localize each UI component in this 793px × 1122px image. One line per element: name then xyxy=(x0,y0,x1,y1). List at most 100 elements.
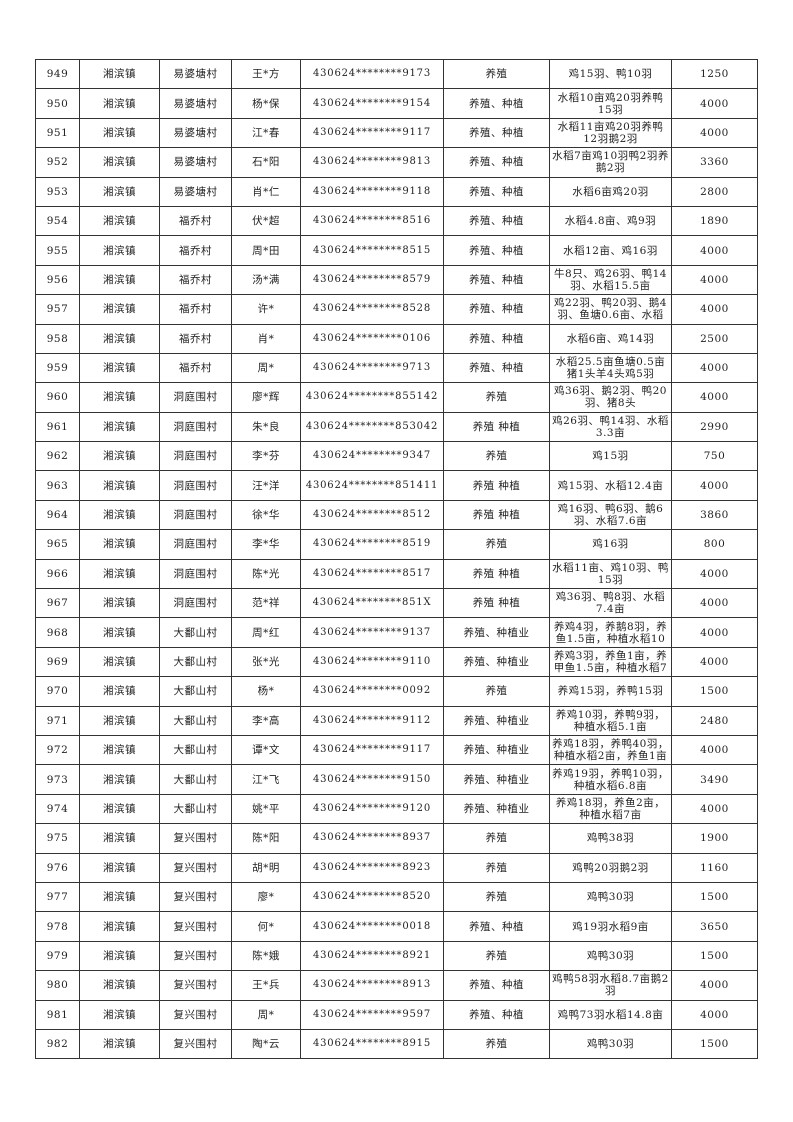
town-text: 湘滨镇 xyxy=(103,597,136,610)
cell-id-number: 430624********9154 xyxy=(300,88,444,119)
cell-row-number: 975 xyxy=(35,823,80,854)
row-number-text: 981 xyxy=(46,1008,69,1021)
cell-amount: 4000 xyxy=(671,117,758,149)
cell-amount: 4000 xyxy=(671,470,758,501)
town-text: 湘滨镇 xyxy=(103,450,136,463)
cell-id-number: 430624********8515 xyxy=(300,235,444,266)
id-number-text: 430624********0018 xyxy=(312,920,432,932)
table-row: 975 湘滨镇 复兴围村 陈*阳 430624********8937 养殖 鸡鸭38羽 19… xyxy=(35,823,758,854)
cell-row-number: 954 xyxy=(35,205,80,237)
town-text: 湘滨镇 xyxy=(103,215,136,228)
cell-type: 养殖 xyxy=(443,881,550,913)
description-text: 鸡鸭30羽 xyxy=(586,1038,635,1051)
row-number-text: 975 xyxy=(46,832,69,845)
cell-name: 周*红 xyxy=(231,617,301,648)
name-text: 江*飞 xyxy=(252,773,280,786)
cell-town: 湘滨镇 xyxy=(79,970,160,1001)
cell-town: 湘滨镇 xyxy=(79,911,160,942)
table-row: 969 湘滨镇 大鄱山村 张*光 430624********9110 养殖、种植业 养鸡3… xyxy=(35,646,758,678)
cell-type: 养殖 种植 xyxy=(443,588,550,619)
town-text: 湘滨镇 xyxy=(103,479,136,492)
cell-amount: 1900 xyxy=(671,823,758,854)
cell-description: 养鸡4羽，养鹅8羽，养鱼1.5亩，种植水稻10 xyxy=(549,617,672,648)
cell-amount: 1160 xyxy=(671,852,758,883)
cell-type: 养殖、种植业 xyxy=(443,617,550,648)
cell-description: 鸡鸭58羽水稻8.7亩鹅2羽 xyxy=(549,970,672,1001)
cell-amount: 1250 xyxy=(671,58,758,90)
cell-village: 易婆塘村 xyxy=(159,147,232,178)
description-text: 鸡19羽水稻9亩 xyxy=(572,920,649,933)
description-text: 鸡鸭58羽水稻8.7亩鹅2羽 xyxy=(552,973,669,998)
type-text: 养殖、种植 xyxy=(469,185,524,198)
description-text: 鸡鸭73羽水稻14.8亩 xyxy=(557,1008,664,1021)
cell-town: 湘滨镇 xyxy=(79,705,160,736)
town-text: 湘滨镇 xyxy=(103,538,136,551)
row-number-text: 977 xyxy=(46,891,69,904)
name-text: 汪*洋 xyxy=(252,479,280,492)
cell-description: 养鸡15羽，养鸭15羽 xyxy=(549,676,672,707)
cell-name: 许* xyxy=(231,294,301,325)
cell-description: 鸡15羽、水稻12.4亩 xyxy=(549,470,672,501)
cell-name: 李*高 xyxy=(231,705,301,736)
row-number-text: 978 xyxy=(46,920,69,933)
town-text: 湘滨镇 xyxy=(103,273,136,286)
id-number-text: 430624********8915 xyxy=(312,1038,432,1050)
table-row: 977 湘滨镇 复兴围村 廖* 430624********8520 养殖 鸡鸭30羽 150… xyxy=(35,881,758,913)
cell-name: 姚*平 xyxy=(231,793,301,825)
cell-village: 复兴围村 xyxy=(159,823,232,854)
description-text: 鸡15羽、水稻12.4亩 xyxy=(557,479,664,492)
row-number-text: 974 xyxy=(46,802,69,815)
description-text: 水稻11亩、鸡10羽、鸭15羽 xyxy=(552,561,669,586)
description-text: 养鸡4羽，养鹅8羽，养鱼1.5亩，种植水稻10 xyxy=(553,620,668,645)
type-text: 养殖、种植业 xyxy=(463,773,530,786)
row-number-text: 967 xyxy=(46,597,69,610)
table-row: 949 湘滨镇 易婆塘村 王*方 430624********9173 养殖 鸡15羽、鸭1… xyxy=(35,58,758,90)
village-text: 洞庭围村 xyxy=(173,509,218,522)
type-text: 养殖 xyxy=(485,685,508,698)
amount-text: 4000 xyxy=(700,391,729,404)
cell-village: 大鄱山村 xyxy=(159,705,232,736)
cell-name: 范*祥 xyxy=(231,588,301,619)
cell-type: 养殖 xyxy=(443,58,550,90)
name-text: 廖*辉 xyxy=(252,391,280,404)
cell-name: 陈*光 xyxy=(231,558,301,590)
description-text: 水稻25.5亩鱼塘0.5亩猪1头羊4头鸡5羽 xyxy=(555,356,666,381)
cell-description: 鸡19羽水稻9亩 xyxy=(549,911,672,942)
name-text: 李*华 xyxy=(252,538,280,551)
cell-description: 水稻4.8亩、鸡9羽 xyxy=(549,205,672,237)
cell-village: 复兴围村 xyxy=(159,881,232,913)
village-text: 大鄱山村 xyxy=(173,685,218,698)
cell-village: 福乔村 xyxy=(159,352,232,384)
type-text: 养殖 种植 xyxy=(472,509,521,522)
village-text: 复兴围村 xyxy=(173,979,218,992)
town-text: 湘滨镇 xyxy=(103,656,136,668)
id-number-text: 430624********9597 xyxy=(312,1008,432,1020)
cell-row-number: 971 xyxy=(35,705,80,736)
cell-name: 汪*洋 xyxy=(231,470,301,501)
description-text: 鸡26羽、鸭14羽、水稻3.3亩 xyxy=(552,414,669,439)
cell-name: 杨* xyxy=(231,676,301,707)
amount-text: 4000 xyxy=(700,303,729,316)
cell-row-number: 956 xyxy=(35,264,80,296)
amount-text: 4000 xyxy=(700,597,729,610)
type-text: 养殖 xyxy=(485,391,508,404)
cell-name: 徐*华 xyxy=(231,499,301,531)
cell-type: 养殖 xyxy=(443,529,550,560)
cell-name: 江*飞 xyxy=(231,764,301,795)
cell-id-number: 430624********855142 xyxy=(300,382,444,413)
cell-name: 张*光 xyxy=(231,646,301,678)
cell-village: 复兴围村 xyxy=(159,1028,232,1060)
description-text: 水稻6亩、鸡14羽 xyxy=(566,332,655,345)
cell-town: 湘滨镇 xyxy=(79,1028,160,1060)
cell-description: 水稻7亩鸡10羽鸭2羽养鹅2羽 xyxy=(549,147,672,178)
cell-village: 福乔村 xyxy=(159,205,232,237)
type-text: 养殖、种植 xyxy=(469,920,524,933)
village-text: 洞庭围村 xyxy=(173,567,218,580)
cell-town: 湘滨镇 xyxy=(79,999,160,1030)
name-text: 谭*文 xyxy=(252,744,280,757)
town-text: 湘滨镇 xyxy=(103,979,136,992)
cell-name: 伏*超 xyxy=(231,205,301,237)
cell-id-number: 430624********9137 xyxy=(300,617,444,648)
town-text: 湘滨镇 xyxy=(103,920,136,933)
cell-village: 福乔村 xyxy=(159,264,232,296)
